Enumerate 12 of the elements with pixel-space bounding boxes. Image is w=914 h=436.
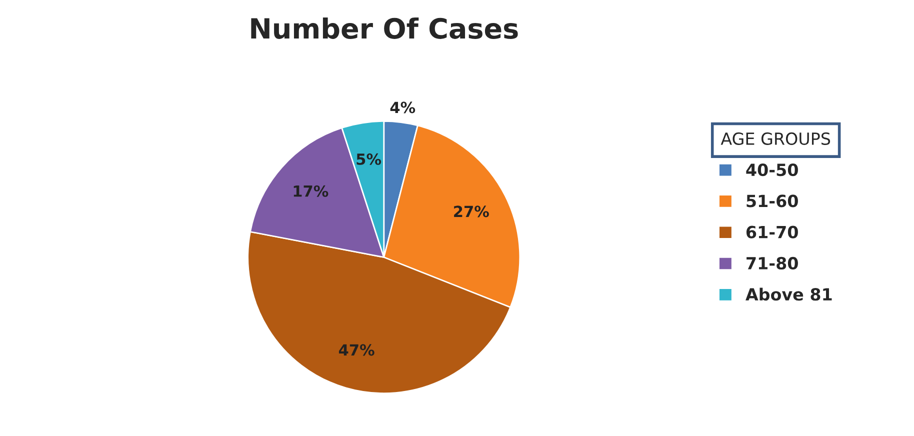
- legend-label: 51-60: [746, 194, 798, 208]
- legend-title: AGE GROUPS: [720, 132, 830, 146]
- data-label: 47%: [338, 344, 374, 356]
- data-label: 27%: [454, 206, 489, 218]
- legend-label: 40-50: [746, 164, 798, 176]
- data-label: 4%: [390, 102, 416, 114]
- data-label: 17%: [294, 185, 328, 197]
- legend-label: Above 81: [746, 288, 832, 301]
- legend-label: 71-80: [746, 256, 798, 270]
- data-label: 5%: [356, 153, 382, 165]
- chart-title: Number Of Cases: [251, 17, 518, 39]
- legend-label: 61-70: [746, 226, 798, 238]
